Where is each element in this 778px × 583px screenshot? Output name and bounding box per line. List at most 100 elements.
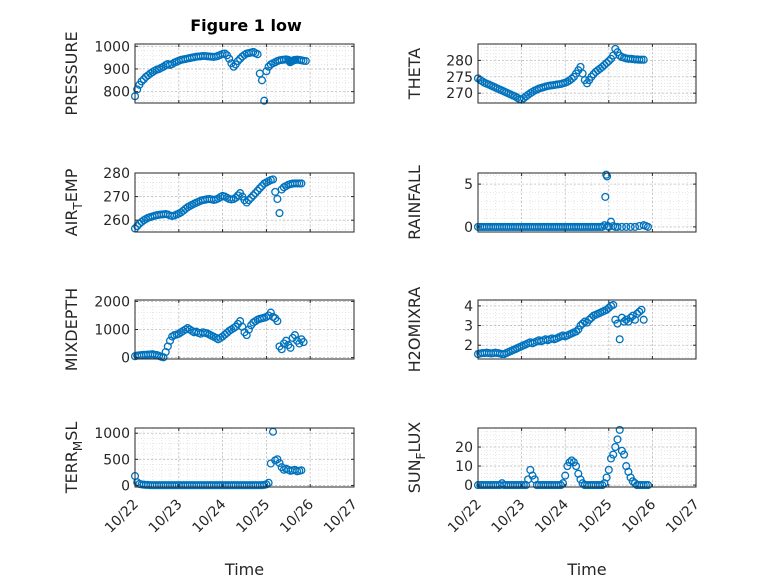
data-point <box>257 76 267 85</box>
data-point <box>574 325 583 334</box>
data-point <box>295 339 304 348</box>
y-tick-label: 10 <box>455 459 473 475</box>
data-point <box>282 336 291 345</box>
data-point <box>137 77 146 86</box>
data-point <box>613 435 622 444</box>
y-tick-label: 0 <box>464 220 473 236</box>
data-point <box>572 327 581 336</box>
data-point <box>617 222 626 231</box>
y-tick-label: 0 <box>464 478 473 494</box>
data-series <box>473 44 648 104</box>
data-point <box>611 442 620 452</box>
data-point <box>233 56 242 66</box>
data-point <box>604 465 613 474</box>
data-point <box>244 325 253 334</box>
data-point <box>630 222 640 231</box>
axes-box <box>477 43 697 104</box>
data-point <box>275 458 284 468</box>
y-tick-label: 2000 <box>94 294 130 310</box>
y-tick-label: 500 <box>103 452 130 468</box>
axes-box <box>134 172 355 233</box>
data-point <box>635 307 644 316</box>
data-point <box>299 338 308 347</box>
y-tick-label: 0 <box>121 351 130 367</box>
y-tick-label: 275 <box>446 70 473 86</box>
data-point <box>606 217 616 226</box>
data-point <box>255 184 264 193</box>
data-point <box>609 300 618 309</box>
data-point <box>264 478 273 487</box>
y-axis-label: SUNFLUX <box>405 422 428 494</box>
data-point <box>556 481 565 490</box>
y-tick-label: 900 <box>103 62 130 78</box>
data-point <box>606 454 616 463</box>
data-point <box>585 315 594 324</box>
data-series <box>130 427 306 490</box>
subplot-3: 260 270 280 AIRTEMP <box>62 166 355 236</box>
data-point <box>609 450 618 459</box>
y-tick-label: 5 <box>464 177 473 193</box>
y-tick-label: 280 <box>103 166 130 182</box>
y-tick-label: 270 <box>446 86 473 102</box>
subplot-5: 0 1000 2000 MIXDEPTH <box>62 288 355 371</box>
data-point <box>266 308 275 317</box>
data-series <box>130 47 310 105</box>
data-point <box>598 481 607 490</box>
data-point <box>620 317 629 326</box>
data-point <box>262 480 271 489</box>
data-point <box>602 58 611 68</box>
data-series <box>130 308 308 362</box>
y-tick-label: 3 <box>464 319 473 335</box>
data-point <box>626 222 635 231</box>
x-axis-label: Time <box>224 560 264 579</box>
data-point <box>133 222 142 231</box>
data-point <box>620 450 629 459</box>
data-point <box>639 315 648 324</box>
data-point <box>565 458 574 467</box>
data-point <box>249 191 258 200</box>
data-point <box>268 175 278 184</box>
data-point <box>626 313 635 322</box>
axes-box <box>134 43 355 104</box>
data-point <box>602 473 611 482</box>
data-point <box>589 70 598 79</box>
data-point <box>615 51 624 60</box>
data-series <box>473 300 648 359</box>
x-axis-label: Time <box>566 560 606 579</box>
data-point <box>133 85 142 94</box>
y-tick-label: 1000 <box>94 426 130 442</box>
data-point <box>572 462 581 471</box>
data-point <box>604 56 613 66</box>
data-point <box>628 311 637 320</box>
axes-box <box>477 427 697 488</box>
y-tick-label: 4 <box>464 299 473 315</box>
data-point <box>576 321 585 330</box>
y-axis-label: RAINFALL <box>405 165 424 240</box>
data-point <box>262 67 271 76</box>
data-point <box>247 193 256 202</box>
data-point <box>615 335 624 344</box>
data-point <box>260 96 269 105</box>
data-point <box>297 179 306 188</box>
y-axis-label: MIXDEPTH <box>62 288 81 371</box>
data-point <box>286 343 295 352</box>
data-point <box>301 56 310 66</box>
data-point <box>165 336 175 345</box>
data-point <box>275 209 284 218</box>
y-tick-label: 280 <box>446 53 473 69</box>
data-point <box>622 315 631 324</box>
axes-box <box>477 299 697 360</box>
subplot-4: 0 5 RAINFALL <box>405 165 697 240</box>
y-tick-label: 800 <box>103 85 130 101</box>
data-point <box>578 319 587 328</box>
y-axis-label: THETA <box>405 48 424 100</box>
data-point <box>273 317 282 326</box>
y-tick-label: 20 <box>455 440 473 456</box>
data-point <box>622 222 631 231</box>
data-point <box>643 481 653 490</box>
data-point <box>242 198 251 207</box>
y-axis-label: AIRTEMP <box>62 168 85 236</box>
data-point <box>643 222 653 231</box>
